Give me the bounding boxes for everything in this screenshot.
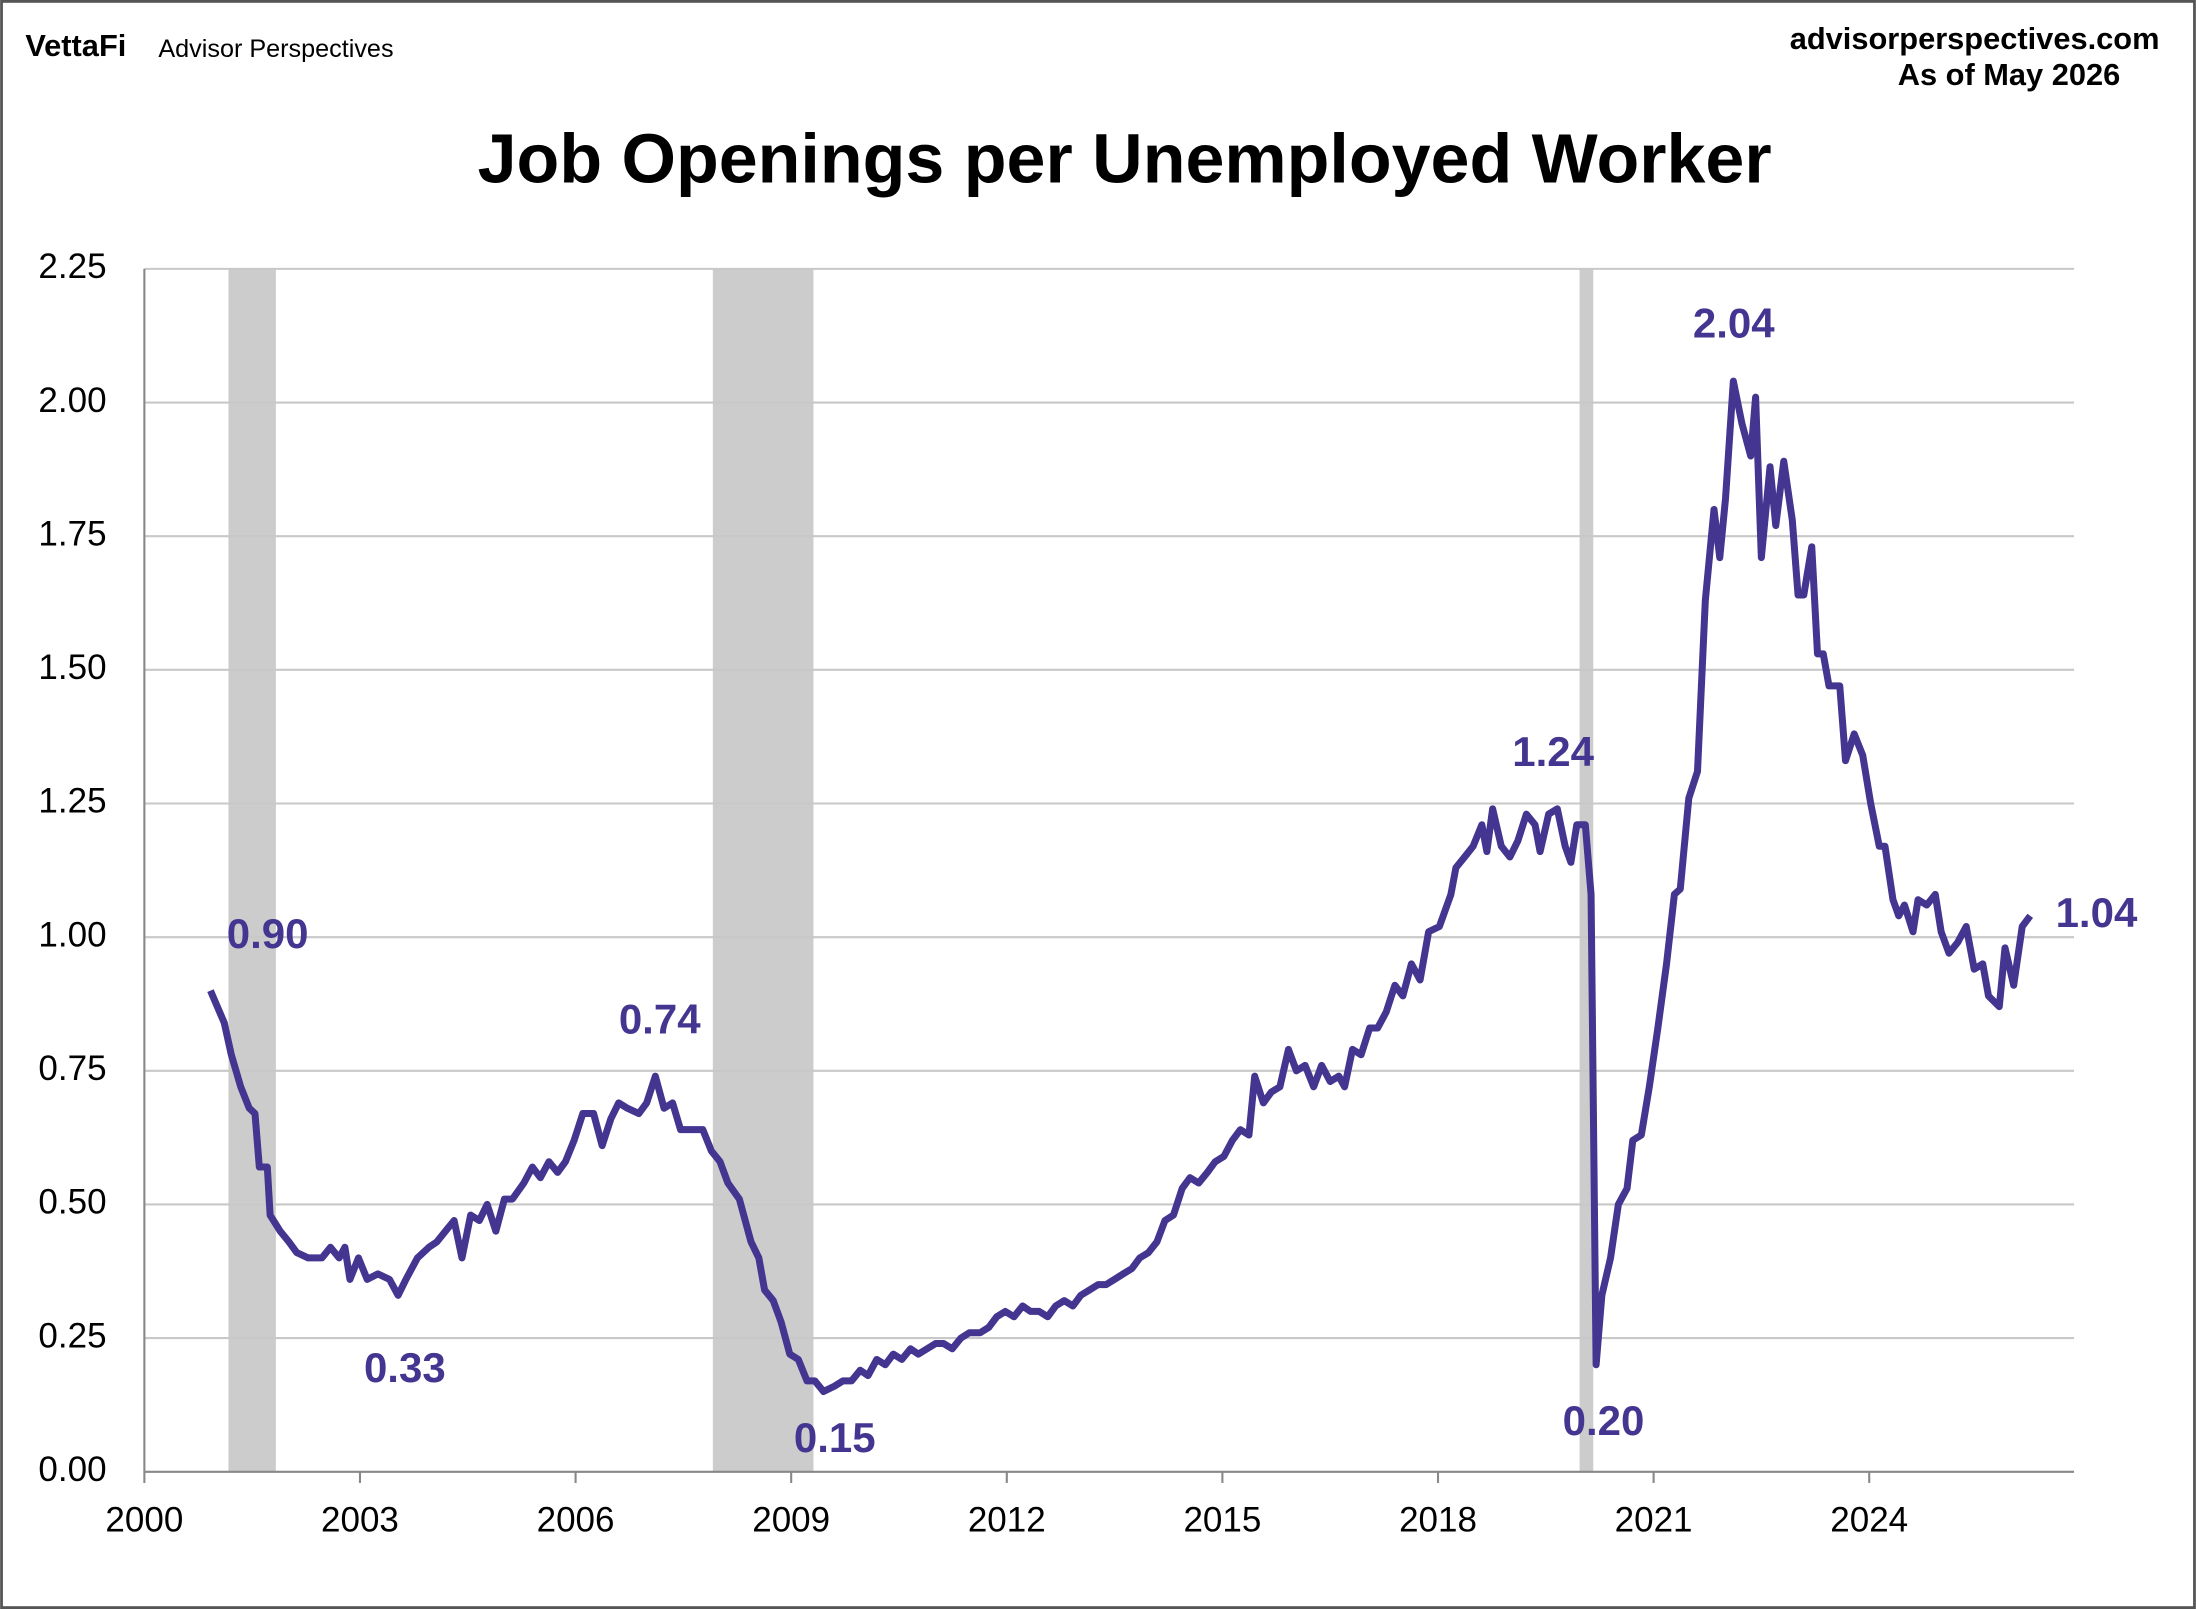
brand: VettaFi — [25, 28, 126, 63]
chart-title: Job Openings per Unemployed Worker — [478, 119, 1772, 197]
site: advisorperspectives.com — [1790, 21, 2160, 56]
x-tick-label: 2009 — [752, 1500, 830, 1539]
y-tick-label: 0.75 — [38, 1049, 106, 1088]
x-tick-label: 2000 — [105, 1500, 183, 1539]
y-tick-label: 1.25 — [38, 782, 106, 821]
y-tick-label: 2.00 — [38, 381, 106, 420]
y-tick-label: 0.25 — [38, 1316, 106, 1355]
x-tick-label: 2006 — [537, 1500, 615, 1539]
date: As of May 2026 — [1898, 57, 2121, 92]
annotation: 0.33 — [364, 1344, 446, 1391]
annotation: 2.04 — [1693, 299, 1775, 346]
data-line — [207, 377, 2034, 1396]
y-tick-label: 1.50 — [38, 648, 106, 687]
y-tick-label: 1.75 — [38, 514, 106, 553]
y-tick-label: 2.25 — [38, 247, 106, 286]
annotation: 0.20 — [1563, 1397, 1645, 1444]
x-tick-label: 2024 — [1830, 1500, 1908, 1539]
y-tick-label: 0.00 — [38, 1450, 106, 1489]
y-tick-label: 0.50 — [38, 1183, 106, 1222]
annotation: 0.74 — [619, 995, 701, 1042]
product: Advisor Perspectives — [158, 35, 393, 63]
annotation: 1.04 — [2056, 889, 2138, 936]
annotation: 1.24 — [1512, 728, 1594, 775]
x-tick-label: 2021 — [1615, 1500, 1693, 1539]
x-tick-label: 2015 — [1183, 1500, 1261, 1539]
x-tick-label: 2012 — [968, 1500, 1046, 1539]
annotation: 0.15 — [794, 1414, 876, 1461]
y-tick-label: 1.00 — [38, 915, 106, 954]
annotation: 0.90 — [227, 910, 309, 957]
recession-band — [228, 268, 276, 1472]
x-tick-label: 2018 — [1399, 1500, 1477, 1539]
x-tick-label: 2003 — [321, 1500, 399, 1539]
